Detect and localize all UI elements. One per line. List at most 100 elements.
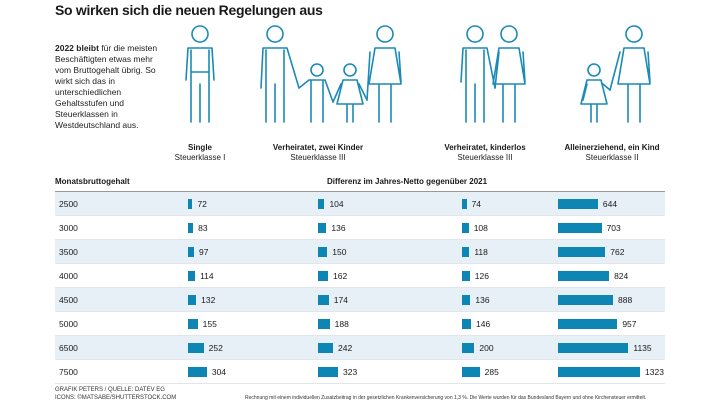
table-row: 3500 97 150 118 762 bbox=[55, 240, 665, 264]
data-label: 1323 bbox=[645, 367, 664, 377]
data-label: 136 bbox=[331, 223, 346, 233]
data-label: 188 bbox=[334, 319, 349, 329]
bar bbox=[188, 295, 197, 305]
data-label: 174 bbox=[333, 295, 348, 305]
data-label: 136 bbox=[475, 295, 490, 305]
intro-text: 2022 bleibt für die meisten Beschäftigte… bbox=[55, 43, 165, 131]
salary-label: 2500 bbox=[59, 199, 78, 209]
bar bbox=[318, 343, 333, 353]
footnote: Rechnung mit einem individuellen Zusatzb… bbox=[245, 395, 647, 401]
bar bbox=[558, 295, 614, 305]
bar bbox=[558, 343, 629, 353]
data-label: 200 bbox=[479, 343, 494, 353]
salary-label: 4500 bbox=[59, 295, 78, 305]
group-label-single: Single Steuerklasse I bbox=[130, 143, 270, 163]
data-label: 114 bbox=[200, 271, 214, 281]
data-label: 762 bbox=[610, 247, 625, 257]
bar bbox=[318, 295, 329, 305]
salary-label: 5000 bbox=[59, 319, 78, 329]
data-label: 957 bbox=[622, 319, 637, 329]
salary-header: Monatsbruttogehalt bbox=[55, 177, 130, 186]
data-label: 104 bbox=[329, 199, 344, 209]
data-label: 146 bbox=[476, 319, 491, 329]
bar bbox=[558, 247, 606, 257]
bar bbox=[318, 247, 328, 257]
group-label-single-parent: Alleinerziehend, ein Kind Steuerklasse II bbox=[542, 143, 682, 163]
bar bbox=[558, 319, 618, 329]
data-label: 108 bbox=[473, 223, 488, 233]
data-label: 888 bbox=[618, 295, 633, 305]
table-row: 2500 72 104 74 644 bbox=[55, 192, 665, 216]
intro-body: für die meisten Beschäftigten etwas mehr… bbox=[55, 43, 158, 130]
bar bbox=[188, 199, 193, 209]
salary-label: 4000 bbox=[59, 271, 78, 281]
group-tax-class: Steuerklasse II bbox=[585, 153, 639, 162]
group-tax-class: Steuerklasse III bbox=[457, 153, 513, 162]
credit-line: ICONS: ©MATSABE/SHUTTERSTOCK.COM bbox=[55, 395, 177, 401]
data-label: 72 bbox=[197, 199, 207, 209]
data-label: 285 bbox=[484, 367, 499, 377]
family-two-children-icon bbox=[260, 25, 402, 123]
bar bbox=[462, 199, 467, 209]
group-name: Alleinerziehend, ein Kind bbox=[564, 143, 660, 152]
page-title: So wirken sich die neuen Regelungen aus bbox=[55, 2, 323, 18]
data-label: 126 bbox=[474, 271, 489, 281]
bar bbox=[558, 199, 598, 209]
bar bbox=[462, 367, 480, 377]
bar bbox=[462, 247, 470, 257]
bar bbox=[462, 295, 471, 305]
table-row: 7500 304 323 285 1323 bbox=[55, 360, 665, 384]
bar bbox=[188, 319, 198, 329]
bar bbox=[318, 223, 327, 233]
group-label-family: Verheiratet, zwei Kinder Steuerklasse III bbox=[248, 143, 388, 163]
bar bbox=[188, 223, 194, 233]
data-label: 824 bbox=[614, 271, 629, 281]
table-row: 4000 114 162 126 824 bbox=[55, 264, 665, 288]
table-row: 3000 83 136 108 703 bbox=[55, 216, 665, 240]
salary-label: 3000 bbox=[59, 223, 78, 233]
bar bbox=[558, 223, 602, 233]
bar bbox=[462, 319, 472, 329]
data-label: 150 bbox=[332, 247, 347, 257]
data-label: 323 bbox=[343, 367, 358, 377]
table-row: 5000 155 188 146 957 bbox=[55, 312, 665, 336]
bar bbox=[318, 319, 330, 329]
data-label: 1135 bbox=[633, 343, 652, 353]
data-table: 2500 72 104 74 644 3000 83 136 108 703 3500 97 150 11… bbox=[55, 191, 665, 384]
group-name: Single bbox=[187, 143, 212, 152]
bar bbox=[558, 367, 641, 377]
bar bbox=[188, 343, 204, 353]
group-label-couple: Verheiratet, kinderlos Steuerklasse III bbox=[415, 143, 555, 163]
bar bbox=[462, 343, 475, 353]
single-parent-icon bbox=[580, 25, 651, 123]
bar bbox=[462, 271, 470, 281]
bar bbox=[318, 367, 339, 377]
data-label: 242 bbox=[338, 343, 353, 353]
credit: GRAFIK PETERS / QUELLE: DATEV EG ICONS: ©… bbox=[55, 386, 176, 402]
single-man-icon bbox=[185, 25, 215, 123]
salary-label: 3500 bbox=[59, 247, 78, 257]
group-name: Verheiratet, kinderlos bbox=[444, 143, 526, 152]
data-label: 703 bbox=[606, 223, 621, 233]
data-label: 132 bbox=[201, 295, 216, 305]
data-label: 252 bbox=[208, 343, 223, 353]
group-tax-class: Steuerklasse III bbox=[290, 153, 346, 162]
group-tax-class: Steuerklasse I bbox=[174, 153, 226, 162]
table-row: 6500 252 242 200 1135 bbox=[55, 336, 665, 360]
bar bbox=[558, 271, 610, 281]
data-label: 155 bbox=[202, 319, 217, 329]
bar bbox=[318, 199, 325, 209]
credit-line: GRAFIK PETERS / QUELLE: DATEV EG bbox=[55, 387, 165, 393]
table-row: 4500 132 174 136 888 bbox=[55, 288, 665, 312]
data-label: 118 bbox=[474, 247, 488, 257]
figures bbox=[185, 25, 651, 123]
bar bbox=[318, 271, 329, 281]
bar bbox=[188, 247, 194, 257]
data-label: 304 bbox=[211, 367, 227, 377]
salary-label: 7500 bbox=[59, 367, 78, 377]
data-label: 74 bbox=[471, 199, 482, 209]
data-label: 162 bbox=[333, 271, 348, 281]
bar bbox=[188, 367, 207, 377]
couple-icon bbox=[460, 25, 526, 123]
salary-label: 6500 bbox=[59, 343, 78, 353]
